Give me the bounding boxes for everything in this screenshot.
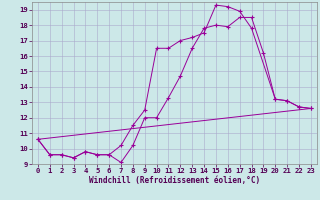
X-axis label: Windchill (Refroidissement éolien,°C): Windchill (Refroidissement éolien,°C) [89, 176, 260, 185]
